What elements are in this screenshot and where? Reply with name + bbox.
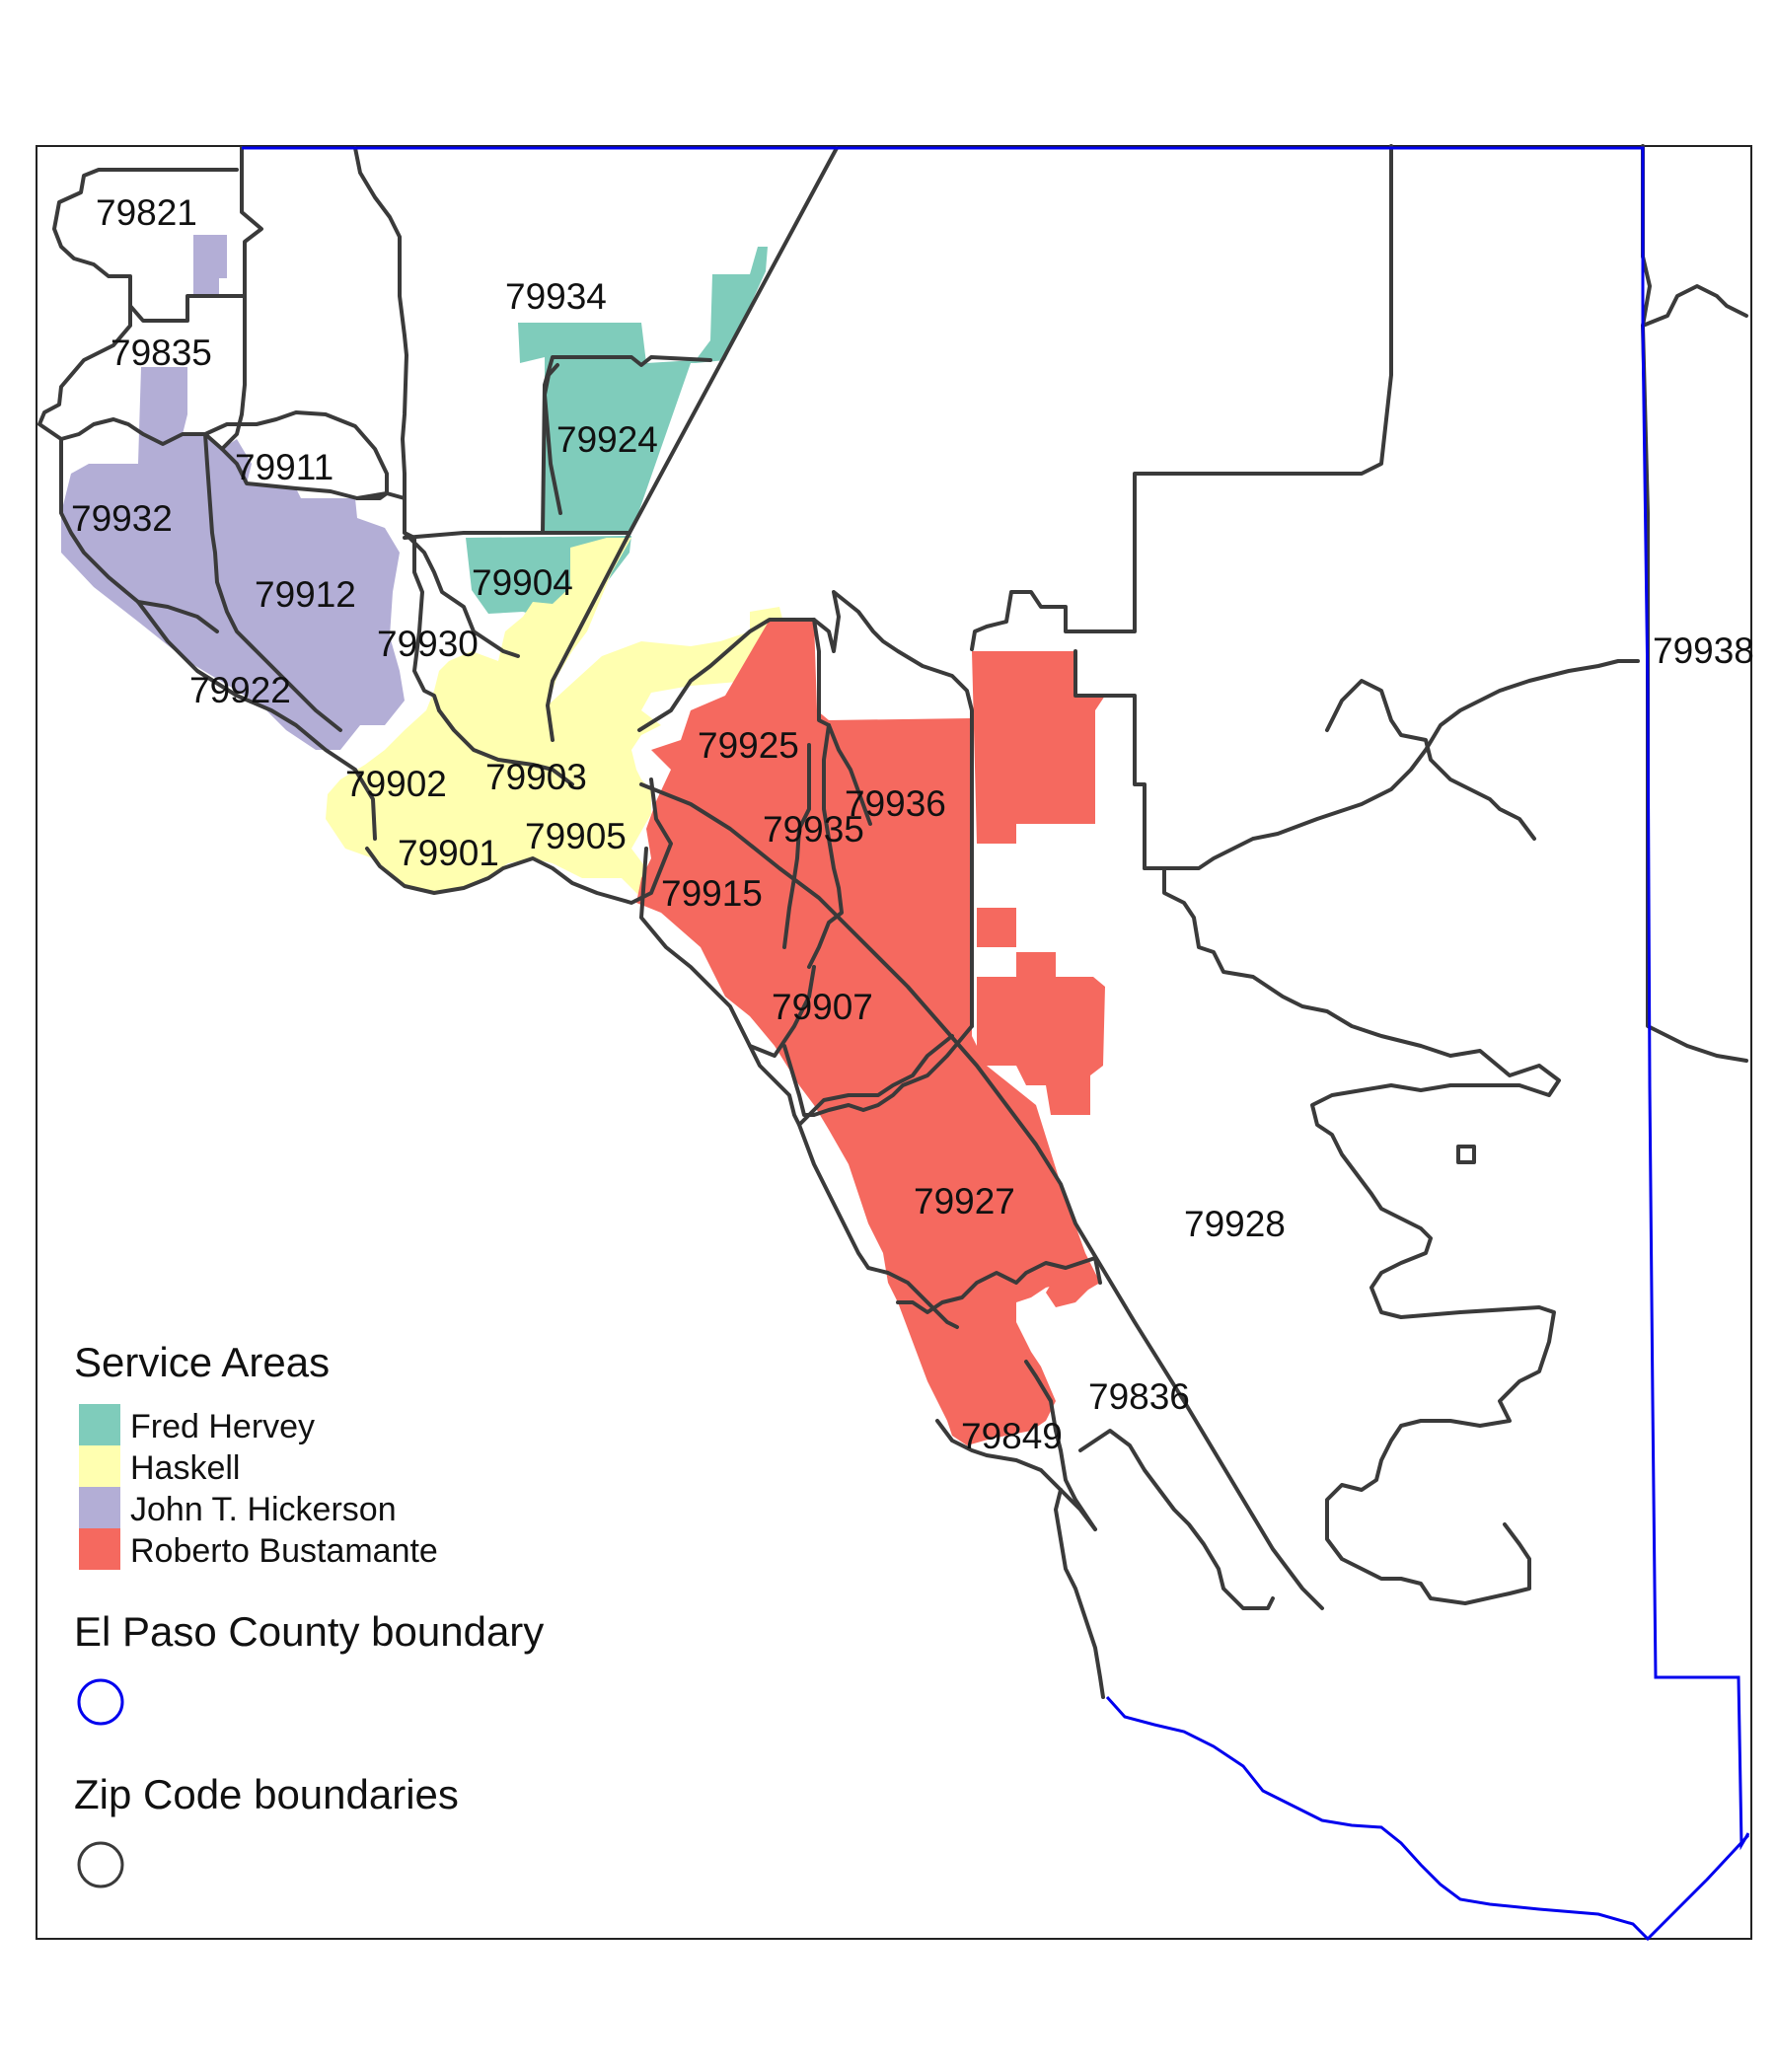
legend-swatch-roberto-bustamante (79, 1528, 120, 1570)
zip-label: 79924 (556, 419, 658, 460)
zip-label: 79835 (111, 333, 212, 373)
legend-zip-circle-icon (77, 1841, 124, 1888)
zip-label: 79901 (398, 833, 499, 873)
legend-swatch-fred-hervey (79, 1404, 120, 1445)
zip-label: 79932 (71, 498, 173, 539)
legend-label-roberto-bustamante: Roberto Bustamante (130, 1532, 438, 1570)
county-boundary (242, 146, 1750, 1942)
roberto-bustamante-area (636, 620, 1105, 1445)
zip-labels: 79821 79835 79934 79924 79911 79932 7990… (71, 192, 1754, 1456)
zip-label: 79935 (763, 809, 864, 850)
zip-label: 79821 (96, 192, 197, 233)
legend: Service Areas Fred Hervey Haskell John T… (74, 1339, 544, 1888)
legend-label-john-t-hickerson: John T. Hickerson (130, 1491, 397, 1528)
zip-label: 79911 (235, 447, 333, 487)
zip-label: 79915 (661, 873, 763, 914)
zip-label: 79925 (698, 725, 799, 766)
john-t-hickerson-area (61, 235, 405, 750)
legend-county-circle-icon (77, 1678, 124, 1726)
zip-label: 79904 (472, 562, 573, 603)
zip-label: 79912 (255, 574, 356, 615)
legend-label-fred-hervey: Fred Hervey (130, 1408, 315, 1445)
zip-label: 79907 (772, 987, 873, 1027)
haskell-area (326, 538, 784, 898)
zip-code-boundaries (37, 144, 1748, 1699)
legend-county-title: El Paso County boundary (74, 1608, 544, 1655)
zip-label: 79930 (377, 624, 479, 664)
legend-swatch-john-t-hickerson (79, 1487, 120, 1528)
legend-service-areas-title: Service Areas (74, 1339, 330, 1385)
zip-label: 79928 (1184, 1204, 1286, 1244)
legend-swatch-haskell (79, 1445, 120, 1487)
zip-label: 79836 (1088, 1376, 1190, 1417)
zip-label: 79938 (1653, 630, 1754, 671)
zip-label: 79934 (505, 276, 607, 317)
zip-label: 79936 (845, 783, 946, 824)
zip-label: 79922 (189, 670, 291, 710)
zip-label: 79927 (914, 1181, 1015, 1221)
zip-label: 79902 (345, 764, 447, 804)
legend-zip-title: Zip Code boundaries (74, 1771, 459, 1817)
zip-label: 79905 (525, 816, 627, 856)
zip-label: 79903 (485, 757, 587, 797)
zip-label: 79849 (961, 1416, 1063, 1456)
legend-label-haskell: Haskell (130, 1449, 240, 1487)
